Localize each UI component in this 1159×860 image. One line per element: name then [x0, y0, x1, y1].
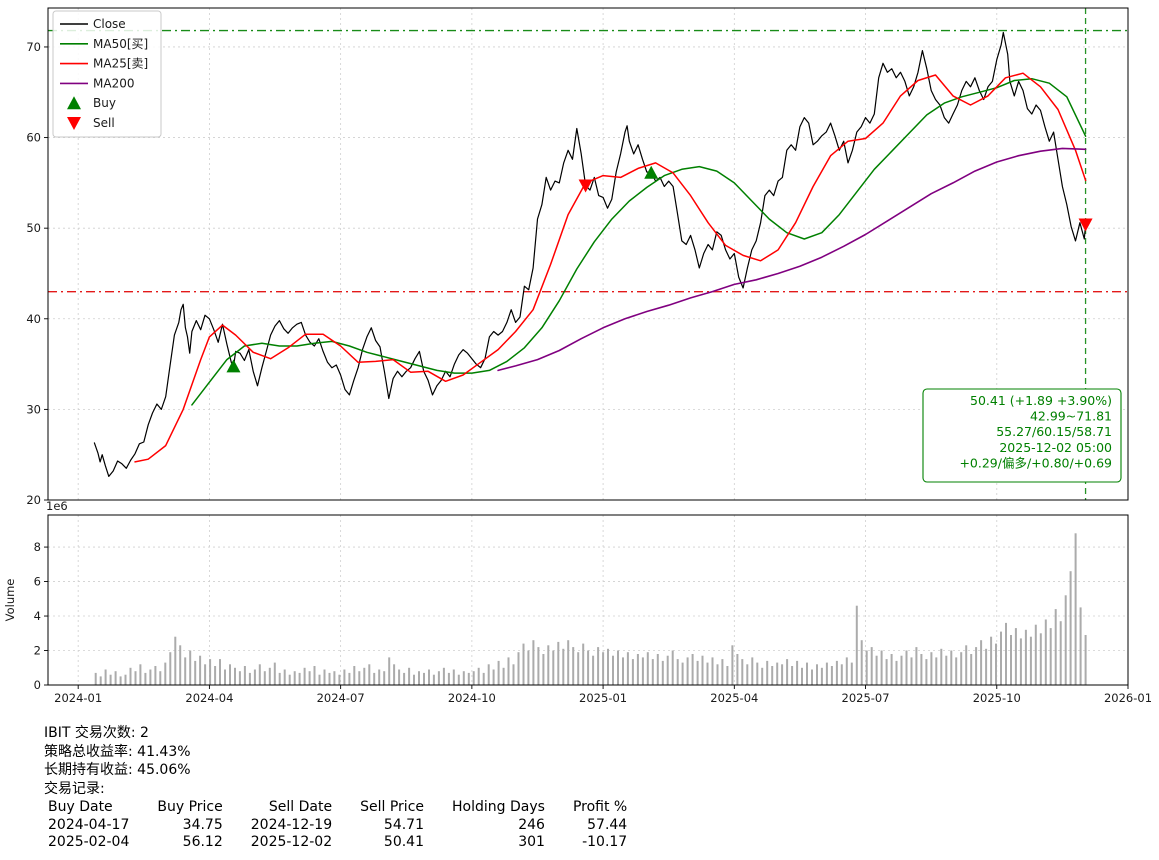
legend-label: MA25[卖] — [93, 57, 148, 71]
trade-records-label: 交易记录: — [44, 780, 105, 797]
date-xtick-label: 2025-04 — [710, 691, 758, 705]
legend-label: MA200 — [93, 76, 134, 90]
cell-buy-price: 34.75 — [182, 816, 223, 833]
close-line — [93, 31, 1087, 477]
date-xtick-label: 2024-01 — [54, 691, 102, 705]
date-xtick-label: 2024-04 — [185, 691, 233, 705]
buy-triangle-icon — [67, 96, 81, 110]
volume-offset-label: 1e6 — [46, 499, 68, 513]
trade-table-header-row: Buy Date Buy Price Sell Date Sell Price … — [48, 799, 627, 817]
legend-box — [52, 10, 162, 138]
sell-triangle-icon — [67, 117, 81, 130]
cell-buy-date: 2025-02-04 — [48, 834, 130, 850]
cell-buy-date: 2024-04-17 — [48, 816, 130, 833]
cell-holding-days: 301 — [518, 834, 545, 850]
date-xtick-label: 2026-01 — [1104, 691, 1152, 705]
sell-markers — [578, 179, 1093, 232]
volume-ytick-label: 4 — [34, 609, 41, 623]
price-ytick-label: 50 — [26, 221, 41, 235]
cell-sell-price: 50.41 — [383, 834, 425, 850]
date-xtick-label: 2025-01 — [579, 691, 627, 705]
strategy-report: IBIT 交易次数: 2 策略总收益率: 41.43% 长期持有收益: 45.0… — [44, 724, 627, 852]
volume-ytick-label: 8 — [34, 540, 41, 554]
ma50-line — [191, 77, 1087, 406]
volume-bars — [94, 533, 1087, 685]
quote-annotation: 50.41 (+1.89 +3.90%)42.99~71.8155.27/60.… — [922, 388, 1122, 483]
cell-holding-days: 246 — [518, 816, 545, 833]
trade-table: Buy Date Buy Price Sell Date Sell Price … — [48, 799, 627, 852]
volume-ytick-label: 6 — [34, 575, 41, 589]
cell-profit-pct: 57.44 — [587, 816, 628, 833]
annotation-line: 50.41 (+1.89 +3.90%) — [970, 393, 1112, 408]
date-xtick-label: 2024-07 — [317, 691, 365, 705]
price-ytick-label: 70 — [26, 40, 41, 54]
price-ytick-label: 20 — [26, 493, 41, 507]
axis-ticks: 20 30 40 50 60 70 0 2 4 6 8 2024-01 2024-04 2024-07 20… — [3, 40, 1152, 705]
col-sell-price: Sell Price — [360, 799, 425, 815]
col-buy-date: Buy Date — [48, 799, 113, 815]
price-volume-chart: 20 30 40 50 60 70 0 2 4 6 8 2024-01 2024-04 2024-07 20… — [3, 7, 1152, 705]
ma200-line — [497, 147, 1087, 372]
volume-panel-border — [47, 514, 1129, 686]
trade-row: 2025-02-04 56.12 2025-12-02 50.41 301 -1… — [48, 834, 627, 852]
ma25-line — [134, 72, 1087, 463]
cell-buy-price: 56.12 — [182, 834, 223, 850]
annotation-line: 2025-12-02 05:00 — [999, 440, 1112, 455]
col-buy-price: Buy Price — [157, 799, 223, 815]
legend-label: Sell — [93, 116, 115, 130]
legend-label: Buy — [93, 96, 116, 110]
date-xtick-label: 2025-07 — [842, 691, 890, 705]
legend: Close MA50[买] MA25[卖] MA200 Buy Sell — [52, 10, 162, 138]
volume-ytick-label: 2 — [34, 644, 41, 658]
cell-sell-date: 2025-12-02 — [250, 834, 333, 850]
volume-axis-label: Volume — [3, 579, 17, 622]
col-profit-pct: Profit % — [572, 799, 628, 815]
annotation-box — [922, 388, 1122, 483]
price-panel-border — [47, 7, 1129, 501]
cell-sell-price: 54.71 — [383, 816, 425, 833]
grid-lines — [48, 8, 1129, 686]
price-ytick-label: 40 — [26, 312, 41, 326]
price-ytick-label: 30 — [26, 402, 41, 416]
annotation-line: 55.27/60.15/58.71 — [996, 424, 1112, 439]
cell-profit-pct: -10.17 — [582, 834, 628, 850]
date-xtick-label: 2025-10 — [973, 691, 1021, 705]
price-ytick-label: 60 — [26, 131, 41, 145]
date-xtick-label: 2024-10 — [448, 691, 496, 705]
strategy-return-line: 策略总收益率: 41.43% — [44, 743, 191, 760]
cell-sell-date: 2024-12-19 — [250, 816, 333, 833]
volume-ytick-label: 0 — [34, 678, 41, 692]
trade-count-line: IBIT 交易次数: 2 — [44, 725, 149, 741]
col-holding-days: Holding Days — [452, 799, 545, 815]
holding-return-line: 长期持有收益: 45.06% — [44, 762, 191, 778]
annotation-line: 42.99~71.81 — [1030, 409, 1112, 424]
annotation-line: +0.29/偏多/+0.80/+0.69 — [959, 455, 1112, 470]
legend-label: Close — [93, 17, 126, 31]
trade-row: 2024-04-17 34.75 2024-12-19 54.71 246 57… — [48, 817, 627, 835]
buy-markers — [226, 165, 659, 373]
col-sell-date: Sell Date — [268, 799, 333, 815]
legend-label: MA50[买] — [93, 37, 148, 51]
